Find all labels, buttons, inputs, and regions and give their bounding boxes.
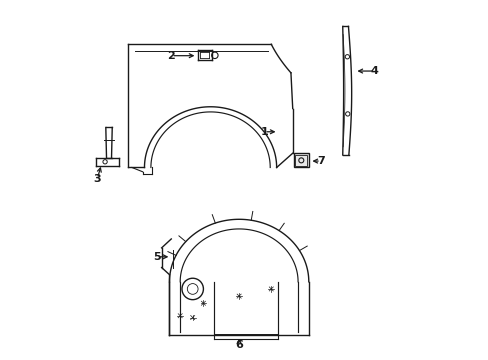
Bar <box>293 153 308 167</box>
Text: 6: 6 <box>235 340 243 350</box>
Text: 4: 4 <box>370 66 378 76</box>
Text: 2: 2 <box>167 51 175 61</box>
Text: 5: 5 <box>153 252 161 262</box>
Bar <box>295 155 307 166</box>
Text: 3: 3 <box>93 174 101 184</box>
Text: 1: 1 <box>260 127 267 137</box>
Text: 7: 7 <box>316 156 324 166</box>
